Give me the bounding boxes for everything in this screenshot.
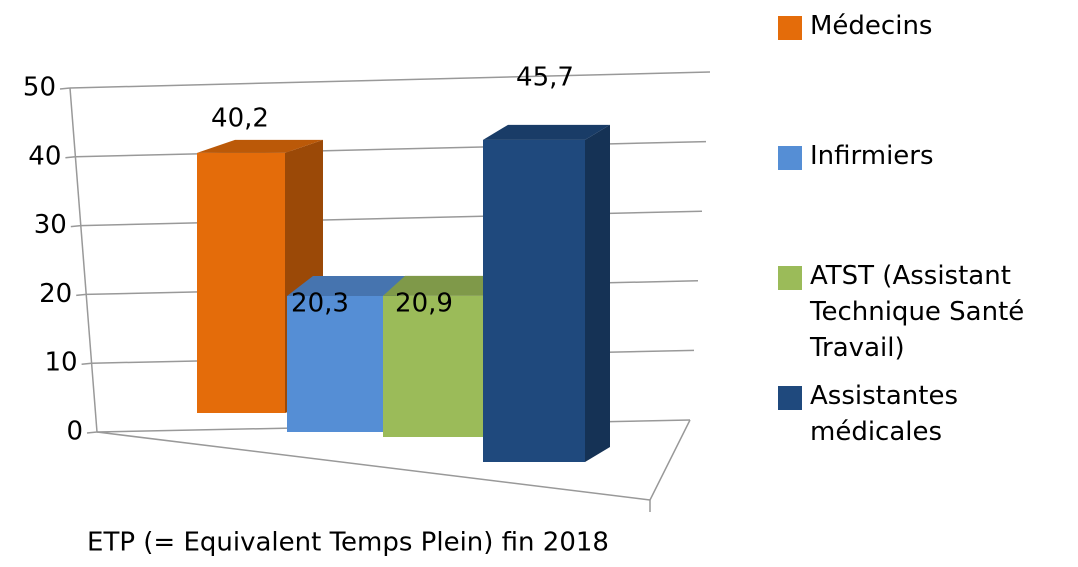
legend-label: Infirmiers	[810, 141, 934, 171]
legend-item: Médecins	[778, 8, 1060, 44]
x-category-label: ETP (= Equivalent Temps Plein) fin 2018	[87, 528, 609, 558]
bar-top	[287, 275, 409, 296]
floor-edge	[96, 431, 651, 501]
legend-item: Assistantes médicales	[778, 378, 1060, 450]
legend-swatch	[778, 386, 802, 410]
y-tick-label: 50	[23, 73, 56, 103]
legend-item: ATST (Assistant Technique Santé Travail)	[778, 258, 1060, 366]
tick-mark	[65, 156, 76, 159]
grid-line	[69, 71, 711, 89]
bar	[287, 295, 383, 432]
bar-top	[483, 124, 610, 140]
legend-label: ATST (Assistant Technique Santé Travail)	[810, 261, 1025, 363]
y-tick-label: 30	[34, 210, 67, 240]
tick-mark	[86, 431, 98, 434]
tick-mark	[59, 87, 71, 90]
tick-mark	[70, 224, 81, 228]
bar-side	[585, 124, 610, 462]
legend-label: Médecins	[810, 11, 933, 41]
legend-label: Assistantes médicales	[810, 381, 958, 447]
legend-swatch	[778, 266, 802, 290]
bar	[197, 152, 285, 413]
y-tick-label: 20	[39, 279, 72, 309]
bar-top	[383, 275, 505, 296]
value-label: 20,3	[291, 288, 349, 318]
tick-mark	[76, 293, 87, 297]
wall-edge	[69, 87, 98, 433]
bar-top	[197, 139, 323, 153]
bar	[383, 295, 483, 437]
bar	[483, 139, 585, 462]
y-tick-label: 40	[28, 141, 61, 171]
legend-swatch	[778, 16, 802, 40]
legend-item: Infirmiers	[778, 138, 1060, 174]
floor-edge	[649, 419, 691, 501]
y-tick-label: 10	[45, 348, 78, 378]
y-tick-label: 0	[66, 417, 83, 447]
tick-mark	[81, 362, 92, 365]
value-label: 20,9	[395, 288, 453, 318]
value-label: 40,2	[211, 103, 269, 133]
value-label: 45,7	[516, 62, 574, 92]
legend-swatch	[778, 146, 802, 170]
grid-line	[75, 140, 707, 158]
